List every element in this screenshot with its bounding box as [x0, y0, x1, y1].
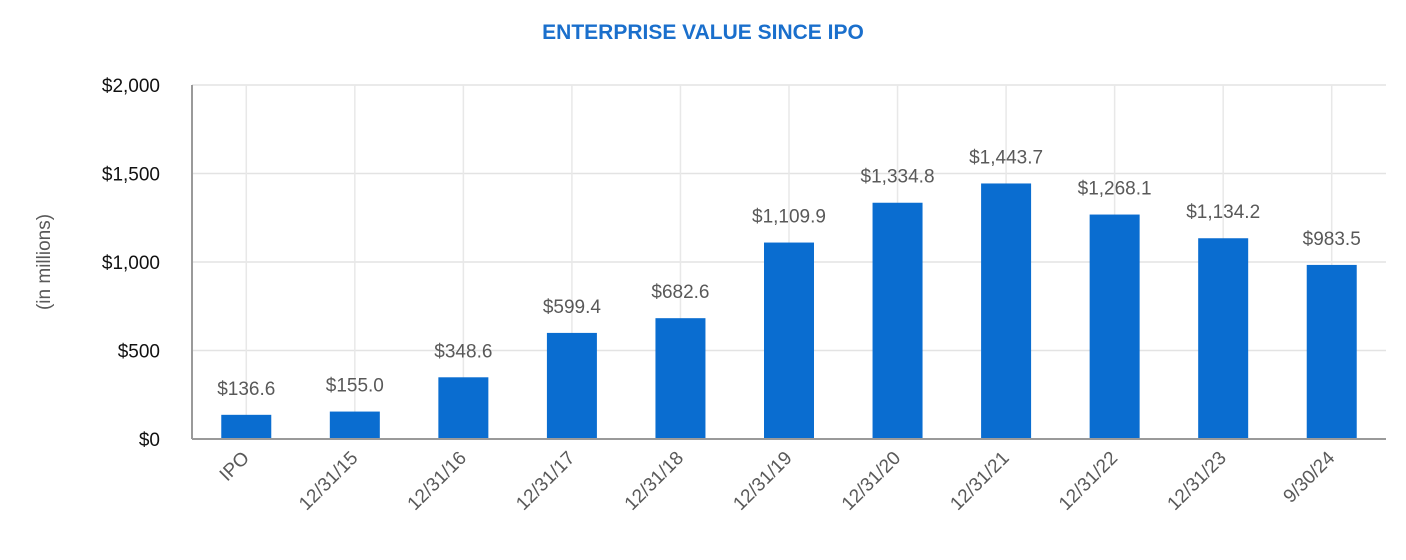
x-tick-label: IPO [216, 448, 254, 486]
data-label: $348.6 [434, 341, 492, 362]
data-label: $682.6 [651, 282, 709, 303]
y-tick-label: $0 [139, 430, 160, 451]
data-label: $1,443.7 [969, 147, 1043, 168]
data-label: $1,109.9 [752, 207, 826, 228]
bar [1089, 214, 1140, 439]
data-label: $1,268.1 [1078, 179, 1152, 200]
data-label: $599.4 [543, 297, 602, 318]
data-label: $1,334.8 [861, 167, 935, 188]
x-tick-label: 12/31/23 [1164, 448, 1231, 515]
bar [438, 377, 489, 439]
bar [1198, 238, 1249, 439]
data-label: $136.6 [217, 379, 275, 400]
y-tick-label: $1,500 [102, 165, 160, 186]
x-tick-label: 12/31/16 [404, 448, 471, 515]
data-label: $155.0 [326, 376, 384, 397]
y-tick-label: $2,000 [102, 76, 160, 97]
bar [655, 318, 706, 439]
x-tick-label: 12/31/20 [838, 448, 905, 515]
x-tick-label: 9/30/24 [1280, 447, 1340, 507]
data-label: $1,134.2 [1186, 202, 1260, 223]
chart-title: ENTERPRISE VALUE SINCE IPO [542, 21, 864, 44]
x-tick-label: 12/31/19 [729, 448, 796, 515]
data-label: $983.5 [1303, 229, 1361, 250]
x-tick-label: 12/31/17 [512, 448, 579, 515]
x-tick-label: 12/31/15 [295, 448, 362, 515]
bar [546, 332, 597, 439]
y-tick-label: $500 [118, 342, 160, 363]
y-tick-label: $1,000 [102, 253, 160, 274]
bar [872, 202, 923, 439]
bar [1306, 264, 1357, 439]
x-tick-label: 12/31/21 [946, 448, 1013, 515]
bar [764, 242, 814, 439]
x-tick-label: 12/31/22 [1055, 448, 1122, 515]
y-axis-label: (in millions) [34, 214, 55, 310]
bar [221, 414, 272, 439]
bar [981, 183, 1032, 439]
bar [329, 411, 380, 439]
x-tick-label: 12/31/18 [621, 448, 688, 515]
